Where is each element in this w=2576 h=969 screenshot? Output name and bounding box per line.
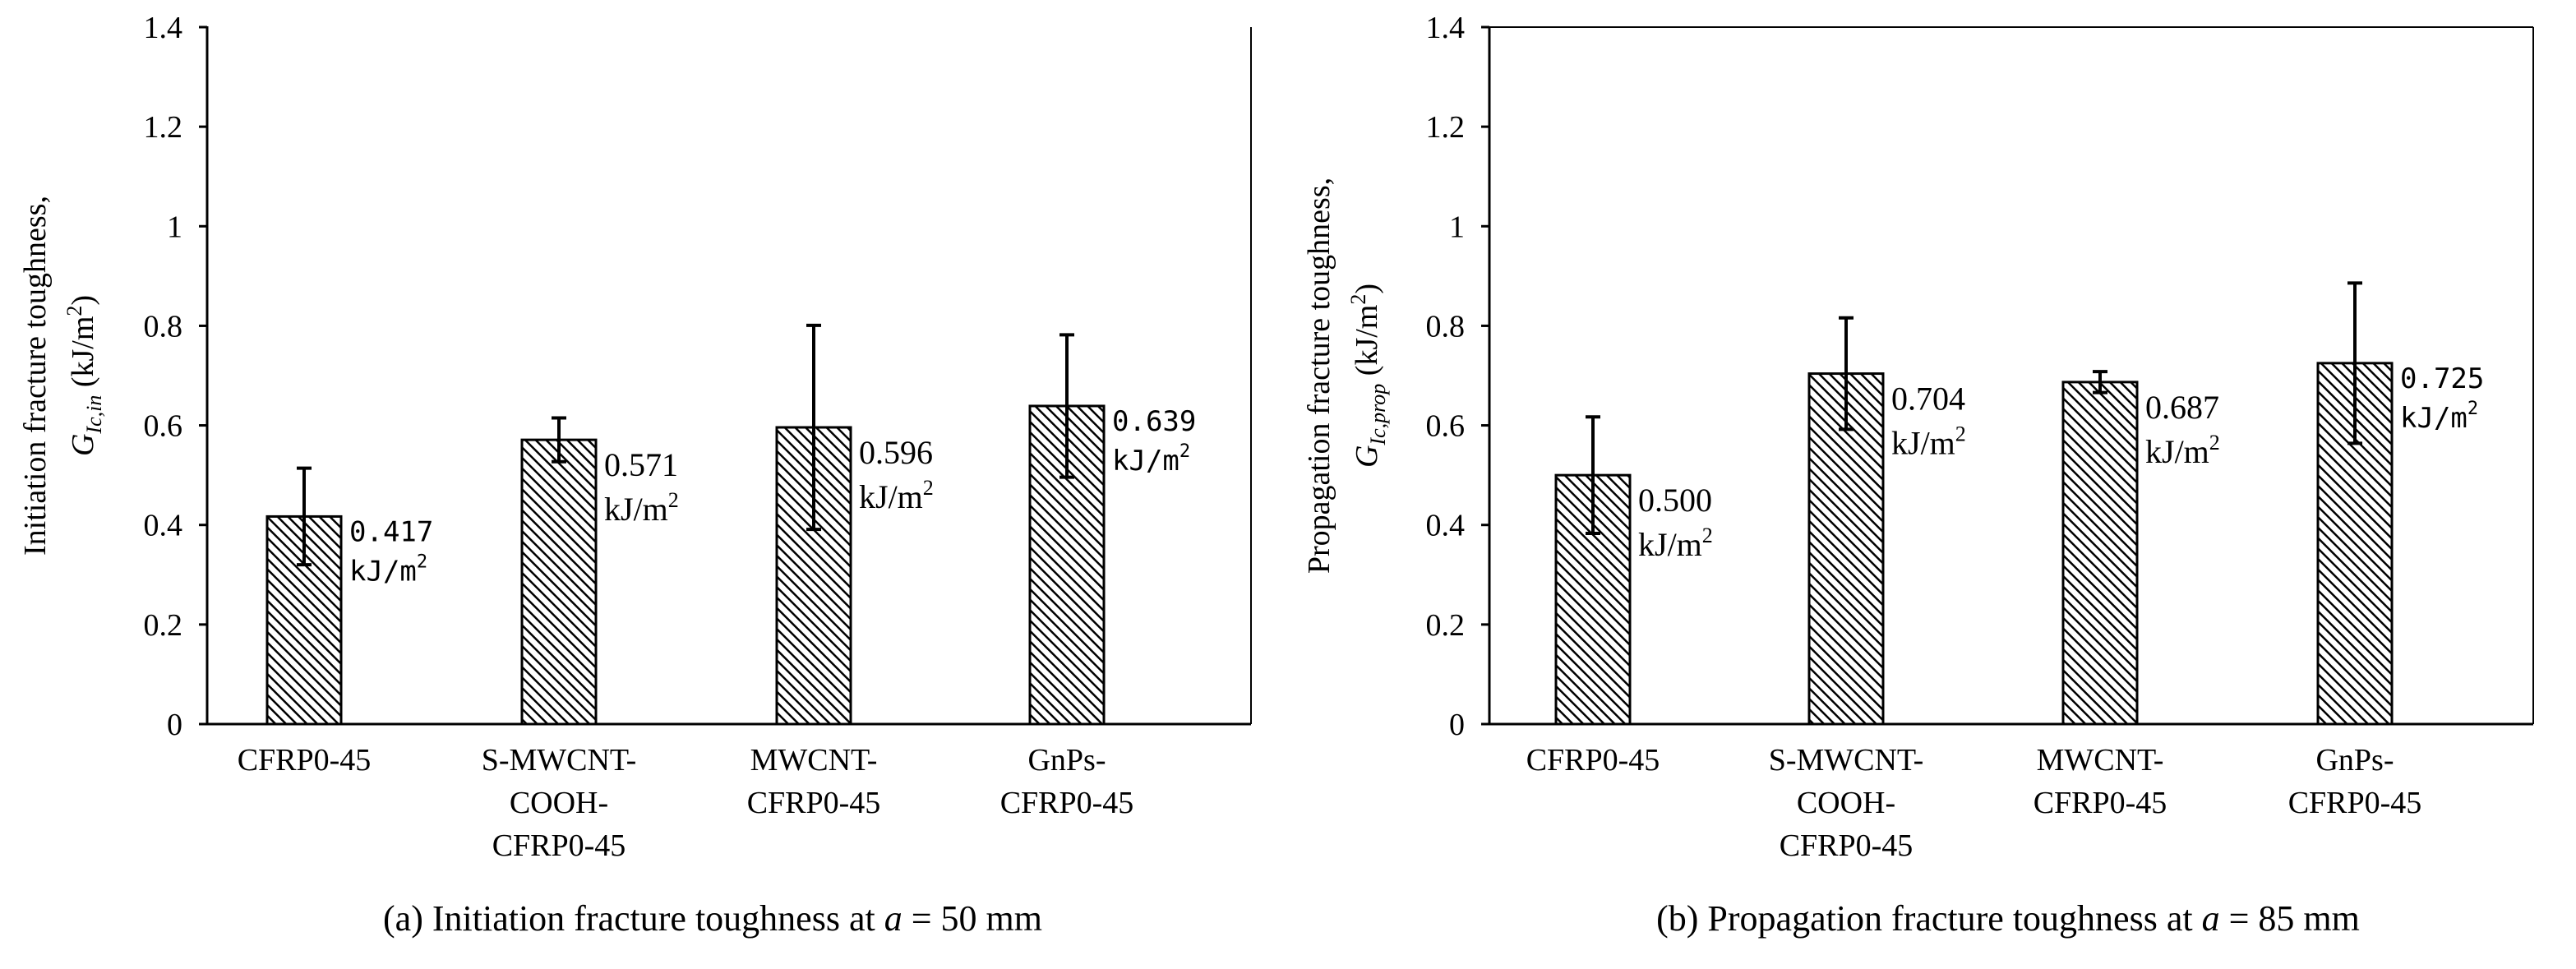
category-label: CFRP0-45 <box>2034 786 2167 820</box>
y-axis-symbol-subscript: Ic,prop <box>1366 384 1390 446</box>
data-label-unit-superscript: 2 <box>668 488 679 512</box>
y-axis-symbol: GIc,prop (kJ/m2) <box>1346 284 1390 468</box>
panel-caption: (b) Propagation fracture toughness at a … <box>1656 898 2360 939</box>
category-label: GnPs- <box>1027 743 1106 778</box>
panel-caption: (a) Initiation fracture toughness at a =… <box>383 898 1042 939</box>
data-label-unit: kJ/m2 <box>349 551 427 588</box>
data-label-unit: kJ/m2 <box>1112 441 1190 478</box>
caption-suffix: = 50 mm <box>903 898 1042 939</box>
category-label: CFRP0-45 <box>492 828 626 863</box>
category-label: MWCNT- <box>750 743 878 778</box>
y-axis-symbol-g: G <box>1350 445 1384 468</box>
category-label: CFRP0-45 <box>2288 786 2422 820</box>
data-label-unit-superscript: 2 <box>2209 431 2220 455</box>
data-label: 0.725 <box>2400 362 2484 395</box>
y-axis-title: Initiation fracture toughness, <box>18 196 53 556</box>
y-tick-label: 0.2 <box>1426 608 1466 643</box>
bar <box>520 438 598 726</box>
category-label: MWCNT- <box>2037 743 2164 778</box>
y-tick-label: 0.2 <box>144 608 183 643</box>
y-tick-label: 1 <box>1449 210 1465 244</box>
y-axis-unit-close: ) <box>1350 284 1384 294</box>
y-axis-title: Propagation fracture toughness, <box>1302 178 1336 574</box>
category-label: CFRP0-45 <box>1000 786 1134 820</box>
category-label: GnPs- <box>2315 743 2394 778</box>
data-label-unit: kJ/m2 <box>604 488 679 528</box>
y-tick-label: 0.4 <box>1426 509 1466 543</box>
data-label-unit: kJ/m2 <box>2145 431 2220 470</box>
y-tick-label: 0 <box>167 708 182 742</box>
y-tick-label: 1.4 <box>144 11 183 45</box>
bar <box>775 426 852 726</box>
data-label-unit-superscript: 2 <box>2468 399 2478 419</box>
category-label: COOH- <box>510 786 608 820</box>
data-label-unit: kJ/m2 <box>1891 422 1966 462</box>
y-axis-unit-superscript: 2 <box>1346 294 1370 305</box>
y-tick-label: 0.4 <box>144 509 183 543</box>
data-label-unit-base: kJ/m <box>1638 526 1702 563</box>
caption-suffix: = 85 mm <box>2220 898 2360 939</box>
y-tick-label: 1 <box>167 210 182 244</box>
y-tick-label: 1.4 <box>1426 11 1466 45</box>
data-label: 0.596 <box>859 434 933 471</box>
category-label: CFRP0-45 <box>1780 828 1914 863</box>
caption-variable: a <box>884 898 903 939</box>
category-label: COOH- <box>1797 786 1895 820</box>
data-label: 0.704 <box>1891 381 1965 418</box>
category-label: CFRP0-45 <box>747 786 881 820</box>
caption-prefix: (b) Propagation fracture toughness at <box>1656 898 2201 939</box>
y-axis-symbol-g: G <box>66 434 100 456</box>
y-axis-unit-close: ) <box>66 295 100 306</box>
y-axis-unit: (kJ/m <box>1350 305 1384 384</box>
data-label-unit-base: kJ/m <box>604 491 668 528</box>
y-tick-label: 0.6 <box>144 409 183 444</box>
bar <box>1807 372 1885 726</box>
data-label-unit-base: kJ/m <box>1112 445 1180 478</box>
data-label-unit-base: kJ/m <box>1891 425 1955 462</box>
data-label: 0.500 <box>1638 482 1712 519</box>
data-label-unit-superscript: 2 <box>923 476 934 500</box>
category-label: CFRP0-45 <box>1526 743 1660 778</box>
data-label-unit: kJ/m2 <box>859 476 934 515</box>
data-label-unit-superscript: 2 <box>1955 422 1966 446</box>
y-tick-label: 1.2 <box>1426 110 1466 145</box>
data-label-unit-base: kJ/m <box>2145 433 2209 470</box>
category-label: S-MWCNT- <box>482 743 637 778</box>
panel-b-propagation-chart: 0 0.2 0.4 0.6 0.8 1 1.2 1.4 Propagation fracture… <box>1302 11 2534 939</box>
data-label-unit-superscript: 2 <box>1702 524 1713 547</box>
y-tick-label: 0.8 <box>1426 309 1466 344</box>
y-axis-unit-superscript: 2 <box>62 306 86 316</box>
y-axis-symbol: GIc,in (kJ/m2) <box>62 295 106 456</box>
data-label: 0.417 <box>349 515 433 548</box>
data-label: 0.687 <box>2145 389 2219 426</box>
y-tick-label: 0 <box>1449 708 1465 742</box>
data-label-unit-base: kJ/m <box>2400 402 2468 435</box>
y-axis-symbol-subscript: Ic,in <box>82 395 106 435</box>
data-label-unit: kJ/m2 <box>2400 399 2478 435</box>
y-tick-label: 0.8 <box>144 309 183 344</box>
panel-a-initiation-chart: 0 0.2 0.4 0.6 0.8 1 1.2 1.4 Initiation fracture … <box>18 11 1252 939</box>
caption-prefix: (a) Initiation fracture toughness at <box>383 898 884 939</box>
data-label-unit-superscript: 2 <box>1180 441 1190 462</box>
bar <box>2061 381 2139 726</box>
data-label-unit-base: kJ/m <box>859 478 923 515</box>
y-tick-label: 1.2 <box>144 110 183 145</box>
data-label-unit-base: kJ/m <box>349 555 417 588</box>
category-label: S-MWCNT- <box>1769 743 1924 778</box>
data-label-unit-superscript: 2 <box>417 551 427 572</box>
y-tick-label: 0.6 <box>1426 409 1466 444</box>
data-label: 0.639 <box>1112 405 1196 438</box>
data-label: 0.571 <box>604 446 678 483</box>
y-axis-unit: (kJ/m <box>66 316 100 395</box>
category-label: CFRP0-45 <box>238 743 372 778</box>
caption-variable: a <box>2202 898 2220 939</box>
data-label-unit: kJ/m2 <box>1638 524 1713 563</box>
